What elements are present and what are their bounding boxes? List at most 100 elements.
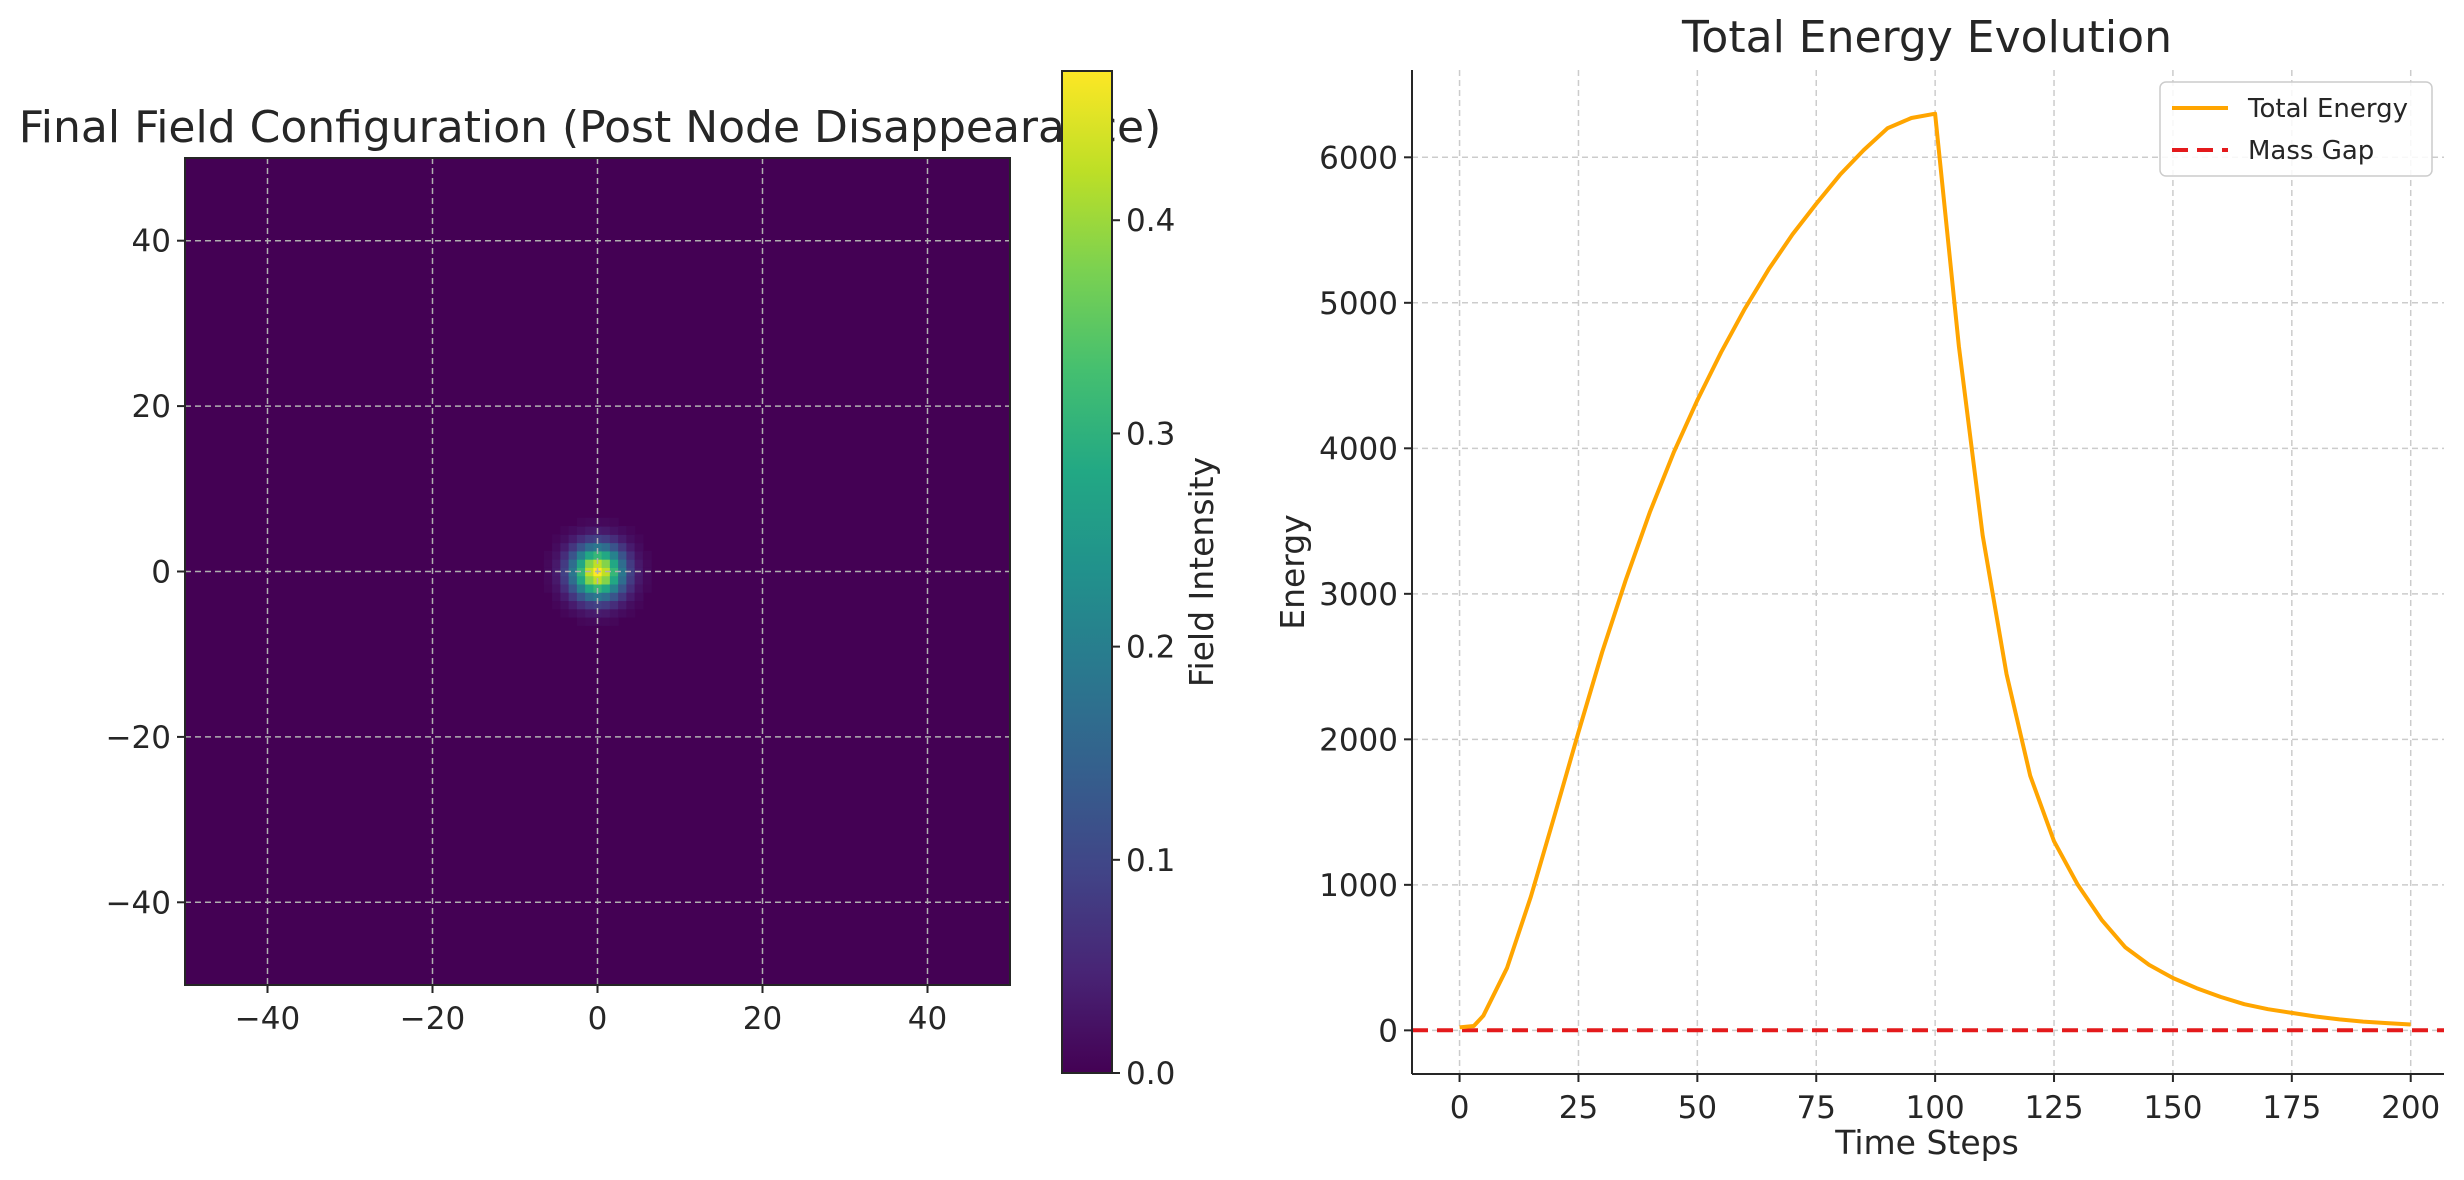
heatmap-cell [634,534,644,544]
heatmap-cell [552,550,561,560]
heatmap-cell [593,542,603,552]
heatmap-cell [642,550,652,560]
heatmap-cell [601,583,611,593]
heatmap-y-tick-label: 20 [132,389,171,425]
heatmap-cell [634,550,644,560]
heatmap-cell [609,550,619,560]
heatmap-cell [609,517,619,527]
line-x-tick-label: 25 [1559,1090,1598,1126]
heatmap-cell [609,526,619,535]
heatmap-y-tick-label: −40 [106,885,171,921]
heatmap-cell [626,542,636,552]
heatmap-cell [626,592,636,602]
legend: Total Energy Mass Gap [2159,81,2433,177]
colorbar-gradient [1061,70,1113,1074]
colorbar-tick-label: 0.4 [1126,203,1175,239]
line-x-tick-label: 0 [1450,1090,1470,1126]
heatmap-cell [601,559,611,568]
heatmap-cell [618,526,627,535]
heatmap-cell [568,526,578,535]
heatmap-cell [609,616,619,626]
heatmap-cell [576,567,586,577]
heatmap-cell [626,559,636,568]
colorbar-tick-label: 0.3 [1126,416,1175,452]
heatmap-cell [585,583,594,593]
heatmap-y-tick-label: −20 [106,720,171,756]
heatmap-cell [576,517,586,527]
line-x-tick-label: 100 [1906,1090,1965,1126]
heatmap-cell [568,583,578,593]
heatmap-cell [568,534,578,544]
line-y-ticks: 0 1000 2000 3000 4000 5000 6000 [1319,140,1412,1049]
heatmap-cell [585,550,594,560]
heatmap-cell [626,608,636,618]
heatmap-x-tick-label: 40 [908,1001,947,1037]
heatmap-cell [543,575,553,585]
heatmap-cell [609,600,619,610]
heatmap-x-ticks: −40 −20 0 20 40 [235,985,947,1037]
line-y-tick-label: 6000 [1319,140,1398,176]
heatmap-cell [585,616,594,626]
heatmap-cell [585,517,594,527]
heatmap-cell [626,575,636,585]
heatmap-cell [609,542,619,552]
heatmap-cell [560,550,570,560]
heatmap-cell [601,542,611,552]
heatmap-cell [585,559,594,568]
line-x-tick-label: 150 [2143,1090,2202,1126]
heatmap-cell [593,600,603,610]
heatmap-cell [634,583,644,593]
heatmap-cell [568,550,578,560]
heatmap-cell [576,583,586,593]
heatmap-y-tick-label: 0 [151,555,171,591]
heatmap-cell [560,534,570,544]
line-title: Total Energy Evolution [1681,12,2172,63]
heatmap-cell [552,542,561,552]
heatmap-cell [634,575,644,585]
heatmap-cell [560,608,570,618]
heatmap-cell [626,583,636,593]
series-total-energy [1459,111,2411,1030]
heatmap-cell [585,526,594,535]
heatmap-cell [560,575,570,585]
heatmap-cell [568,592,578,602]
heatmap-cell [560,526,570,535]
heatmap-cell [634,592,644,602]
heatmap-cell [609,575,619,585]
heatmap-cell [609,534,619,544]
line-y-tick-label: 0 [1378,1013,1398,1049]
colorbar: 0.0 0.1 0.2 0.3 0.4 Field Intensity [1061,70,1221,1092]
heatmap-cell [560,600,570,610]
heatmap-cell [609,592,619,602]
heatmap-cell [576,608,586,618]
heatmap-cell [568,608,578,618]
heatmap-cell [618,608,627,618]
legend-label-total-energy: Total Energy [2247,94,2408,124]
heatmap-cell [601,526,611,535]
heatmap-cell [618,542,627,552]
line-grid [1412,70,2444,1074]
heatmap-cell [618,592,627,602]
heatmap-cell [576,600,586,610]
line-x-tick-label: 50 [1678,1090,1717,1126]
heatmap-x-tick-label: 20 [743,1001,782,1037]
heatmap-cell [618,567,627,577]
heatmap-cell [568,600,578,610]
heatmap-y-ticks: 40 20 0 −20 −40 [106,224,185,921]
heatmap-cell [618,583,627,593]
heatmap-cell [568,542,578,552]
heatmap-cell [618,600,627,610]
heatmap-cell [585,542,594,552]
heatmap-cell [609,559,619,568]
heatmap-cell [552,559,561,568]
heatmap-cell [585,592,594,602]
heatmap-cell [618,575,627,585]
heatmap-cell [576,616,586,626]
heatmap-cell [601,517,611,527]
line-x-label: Time Steps [1834,1123,2019,1162]
heatmap-cell [601,616,611,626]
heatmap-cell [576,534,586,544]
heatmap-cell [552,600,561,610]
colorbar-tick-label: 0.2 [1126,630,1175,666]
